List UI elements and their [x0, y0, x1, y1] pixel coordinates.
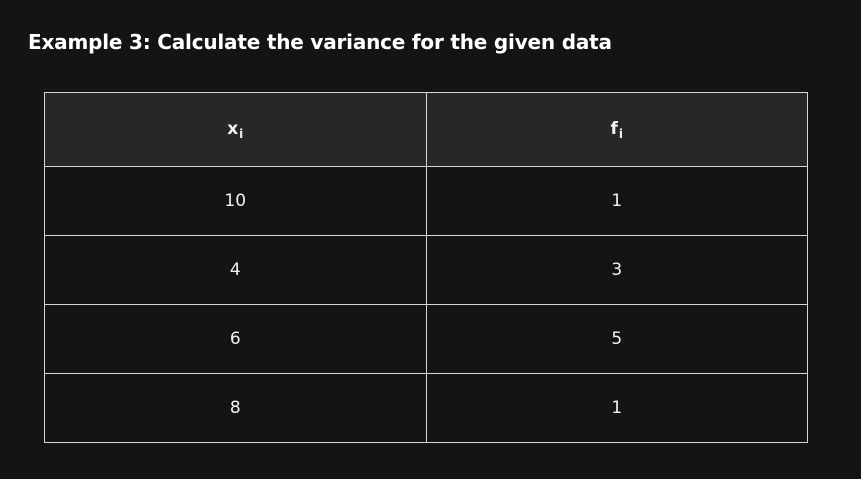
- page-title: Example 3: Calculate the variance for th…: [28, 30, 612, 54]
- frequency-table: xi fi 10 1 4 3 6 5 8 1: [44, 92, 808, 443]
- header-row: xi fi: [44, 92, 808, 167]
- header-xi-base: x: [227, 118, 239, 139]
- cell-xi: 10: [44, 166, 427, 236]
- header-fi-subscript: i: [618, 126, 624, 141]
- cell-xi: 8: [44, 373, 427, 443]
- cell-fi: 5: [425, 304, 808, 374]
- cell-xi: 6: [44, 304, 427, 374]
- cell-fi: 1: [425, 373, 808, 443]
- table-header: xi fi: [44, 92, 808, 167]
- cell-fi: 3: [425, 235, 808, 305]
- cell-fi: 1: [425, 166, 808, 236]
- table-row: 10 1: [44, 166, 808, 236]
- header-xi-subscript: i: [239, 126, 244, 141]
- table-body: 10 1 4 3 6 5 8 1: [44, 166, 808, 443]
- header-fi-base: f: [610, 118, 618, 139]
- header-fi: fi: [425, 92, 808, 167]
- table-row: 6 5: [44, 304, 808, 374]
- header-xi: xi: [44, 92, 427, 167]
- table-row: 8 1: [44, 373, 808, 443]
- table-row: 4 3: [44, 235, 808, 305]
- cell-xi: 4: [44, 235, 427, 305]
